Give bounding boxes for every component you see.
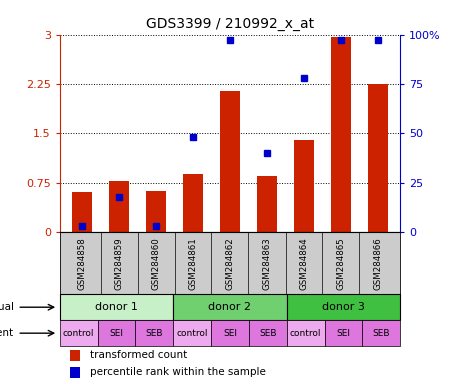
Text: transformed count: transformed count [90,350,187,360]
Text: SEI: SEI [336,329,350,338]
Text: SEB: SEB [146,329,163,338]
Text: GSM284858: GSM284858 [77,237,86,290]
Text: control: control [176,329,207,338]
Text: GSM284860: GSM284860 [151,237,160,290]
Text: SEI: SEI [223,329,236,338]
Text: agent: agent [0,328,14,338]
Bar [248,320,286,346]
Text: control: control [289,329,321,338]
Text: GSM284864: GSM284864 [299,237,308,290]
Bar [293,140,313,232]
Bar [70,367,79,379]
Bar [146,191,166,232]
Text: GSM284862: GSM284862 [225,237,234,290]
Bar [173,294,286,320]
Bar [60,320,97,346]
Text: individual: individual [0,302,14,312]
Bar [109,181,129,232]
Bar [330,36,350,232]
Text: GSM284865: GSM284865 [336,237,345,290]
Text: control: control [63,329,94,338]
Text: GSM284866: GSM284866 [373,237,382,290]
Text: donor 1: donor 1 [95,302,138,312]
Bar [362,320,399,346]
Bar [256,176,277,232]
Bar [97,320,135,346]
Text: percentile rank within the sample: percentile rank within the sample [90,367,266,377]
Bar [182,174,203,232]
Text: SEI: SEI [109,329,123,338]
Text: GSM284861: GSM284861 [188,237,197,290]
Bar [70,349,79,361]
Text: SEB: SEB [258,329,276,338]
Bar [286,320,324,346]
Bar [72,192,92,232]
Bar [135,320,173,346]
Bar [367,84,387,232]
Bar [286,294,399,320]
Text: SEB: SEB [372,329,389,338]
Bar [324,320,362,346]
Text: GSM284863: GSM284863 [262,237,271,290]
Text: GSM284859: GSM284859 [114,237,123,290]
Text: donor 2: donor 2 [208,302,251,312]
Text: donor 3: donor 3 [321,302,364,312]
Bar [173,320,211,346]
Title: GDS3399 / 210992_x_at: GDS3399 / 210992_x_at [146,17,313,31]
Bar [211,320,248,346]
Bar [219,91,240,232]
Bar [60,294,173,320]
